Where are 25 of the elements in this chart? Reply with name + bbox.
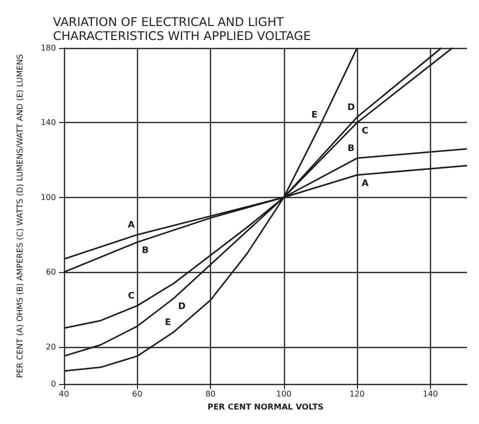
- annotation: D: [178, 302, 186, 312]
- annotation: B: [142, 246, 149, 256]
- x-tick-label: 100: [276, 390, 292, 399]
- y-tick-label: 100: [40, 192, 56, 202]
- y-tick-label: 180: [40, 44, 56, 52]
- y-tick-label: 140: [40, 118, 56, 128]
- y-tick-label: 60: [46, 268, 56, 277]
- x-axis-title: PER CENT NORMAL VOLTS: [207, 402, 324, 412]
- annotation: B: [348, 144, 355, 154]
- annotation: D: [347, 103, 355, 114]
- y-tick-label: 20: [46, 342, 56, 352]
- x-tick-label: 120: [349, 390, 365, 399]
- x-tick-label: 60: [132, 390, 142, 399]
- annotation: E: [311, 110, 318, 121]
- x-tick-label: 40: [58, 390, 70, 399]
- annotation: A: [128, 220, 135, 231]
- annotation: C: [128, 292, 135, 302]
- annotation: C: [362, 126, 369, 137]
- y-tick-label: 0: [50, 380, 56, 389]
- annotation: A: [362, 178, 369, 189]
- x-tick-label: 80: [205, 390, 216, 399]
- chart-title: VARIATION OF ELECTRICAL AND LIGHT CHARACTERISTICS WITH APPLIED VOLTAGE: [53, 15, 311, 43]
- y-axis-title: PER CENT (A) OHMS (B) AMPERES (C) WATTS (D) LUMENS/WATT AND (E) LUMENS: [16, 54, 24, 378]
- annotation: E: [164, 318, 171, 328]
- x-tick-label: 140: [422, 390, 438, 399]
